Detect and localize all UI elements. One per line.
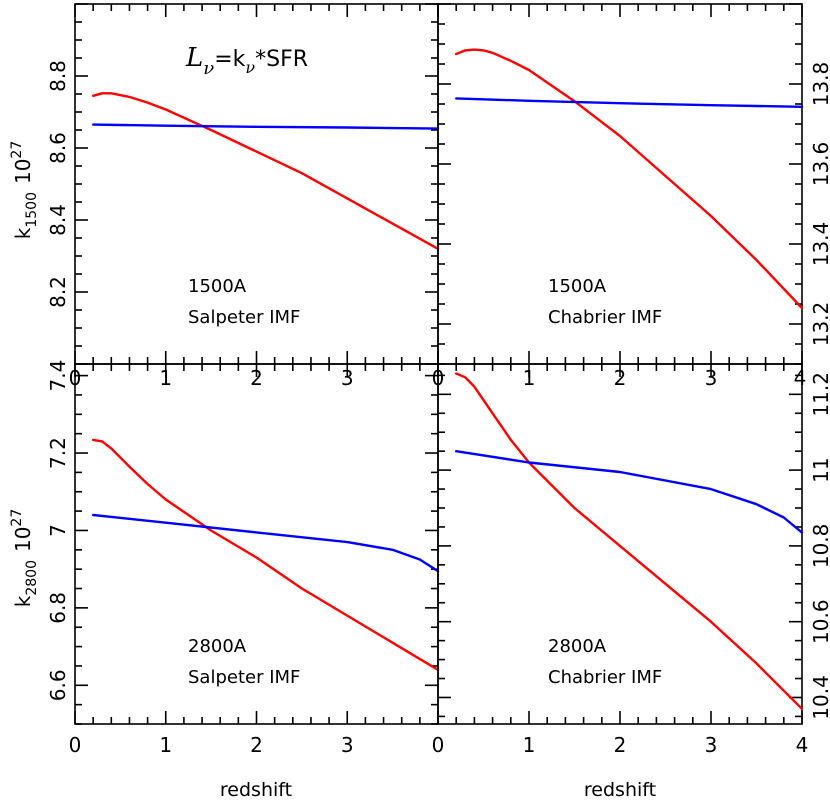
ylabel-bottom-exponent: 27	[9, 509, 25, 527]
x-tick-label: 3	[705, 366, 718, 390]
x-tick-label: 2	[614, 733, 627, 757]
y-tick-label: 13.4	[809, 222, 830, 267]
equation-k-nu-subscript: ν	[245, 58, 255, 77]
svg-text:k28001027: k2800 1027	[9, 509, 40, 608]
x-tick-label: 3	[341, 366, 354, 390]
y-tick-label: 11	[809, 457, 830, 482]
y-tick-label: 8.4	[46, 204, 70, 236]
x-tick-label: 1	[523, 366, 536, 390]
panel-bottom-left: 0 1 2 3 6.6 6.8 7 7.2 7.4 2800A Salpeter IMF	[46, 360, 440, 757]
y-tick-label: 8.2	[46, 276, 70, 308]
series-line-red	[455, 372, 804, 710]
ylabel-bottom-subscript: 2800	[24, 560, 40, 596]
x-tick-label: 4	[796, 733, 809, 757]
x-tick-label: 1	[523, 733, 536, 757]
series-line-red	[91, 438, 440, 671]
x-tick-label: 1	[159, 733, 172, 757]
x-tick-label: 3	[341, 733, 354, 757]
x-tick-label: 1	[159, 366, 172, 390]
y-tick-label: 13.8	[809, 62, 830, 107]
x-tick-label: 3	[705, 733, 718, 757]
y-tick-label: 8.8	[46, 60, 70, 92]
x-tick-label: 4	[794, 366, 807, 390]
y-tick-label: 11.2	[809, 372, 830, 417]
y-tick-label: 7	[46, 524, 70, 537]
ylabel-top: k1500 1027	[9, 141, 40, 240]
panel-annotation: 1500A	[188, 276, 247, 297]
panel-annotation: Chabrier IMF	[548, 307, 662, 328]
xlabel-left: redshift	[220, 779, 292, 801]
series-line-red	[455, 48, 804, 310]
panel-annotation: 2800A	[548, 636, 607, 657]
ylabel-top-exponent: 27	[9, 141, 25, 159]
ylabel-bottom-base: k	[11, 595, 35, 607]
series-line-red	[91, 92, 440, 251]
y-tick-label: 10.4	[809, 675, 830, 720]
y-tick-label: 6.6	[46, 669, 70, 701]
y-tick-label: 10.6	[809, 599, 830, 644]
x-tick-label: 2	[250, 733, 263, 757]
equation-L: L	[185, 43, 203, 73]
series-line-blue	[91, 123, 440, 130]
y-tick-label: 8.6	[46, 132, 70, 164]
series-line-blue	[455, 97, 804, 109]
y-tick-label: 6.8	[46, 592, 70, 624]
y-tick-label: 7.4	[46, 360, 70, 392]
panel-annotation: 1500A	[548, 276, 607, 297]
y-tick-label: 7.2	[46, 437, 70, 469]
y-tick-label: 10.8	[809, 524, 830, 569]
xlabel-right: redshift	[584, 779, 656, 801]
panel-annotation: 2800A	[188, 636, 247, 657]
x-tick-label: 2	[250, 366, 263, 390]
series-line-blue	[455, 450, 804, 534]
x-tick-label: 0	[69, 733, 82, 757]
panel-annotation: Chabrier IMF	[548, 667, 662, 688]
x-tick-label: 2	[614, 366, 627, 390]
ylabel-top-subscript: 1500	[24, 192, 40, 228]
svg-text:k15001027: k1500 1027	[9, 141, 40, 240]
y-tick-label: 13.2	[809, 302, 830, 347]
equation-equals-k: =k	[214, 47, 245, 72]
ylabel-bottom-multiplier: 10	[11, 527, 35, 552]
panel-annotation: Salpeter IMF	[188, 307, 300, 328]
series-line-blue	[91, 513, 440, 573]
x-tick-label: 0	[432, 733, 445, 757]
panel-annotation: Salpeter IMF	[188, 667, 300, 688]
equation-times-sfr: *SFR	[255, 47, 308, 72]
equation-label: Lν=kν*SFR	[185, 43, 308, 79]
ylabel-bottom: k2800 1027	[9, 509, 40, 608]
equation-nu-subscript: ν	[203, 58, 214, 79]
ylabel-top-base: k	[11, 227, 35, 239]
y-tick-label: 13.6	[809, 142, 830, 187]
ylabel-top-multiplier: 10	[11, 159, 35, 184]
